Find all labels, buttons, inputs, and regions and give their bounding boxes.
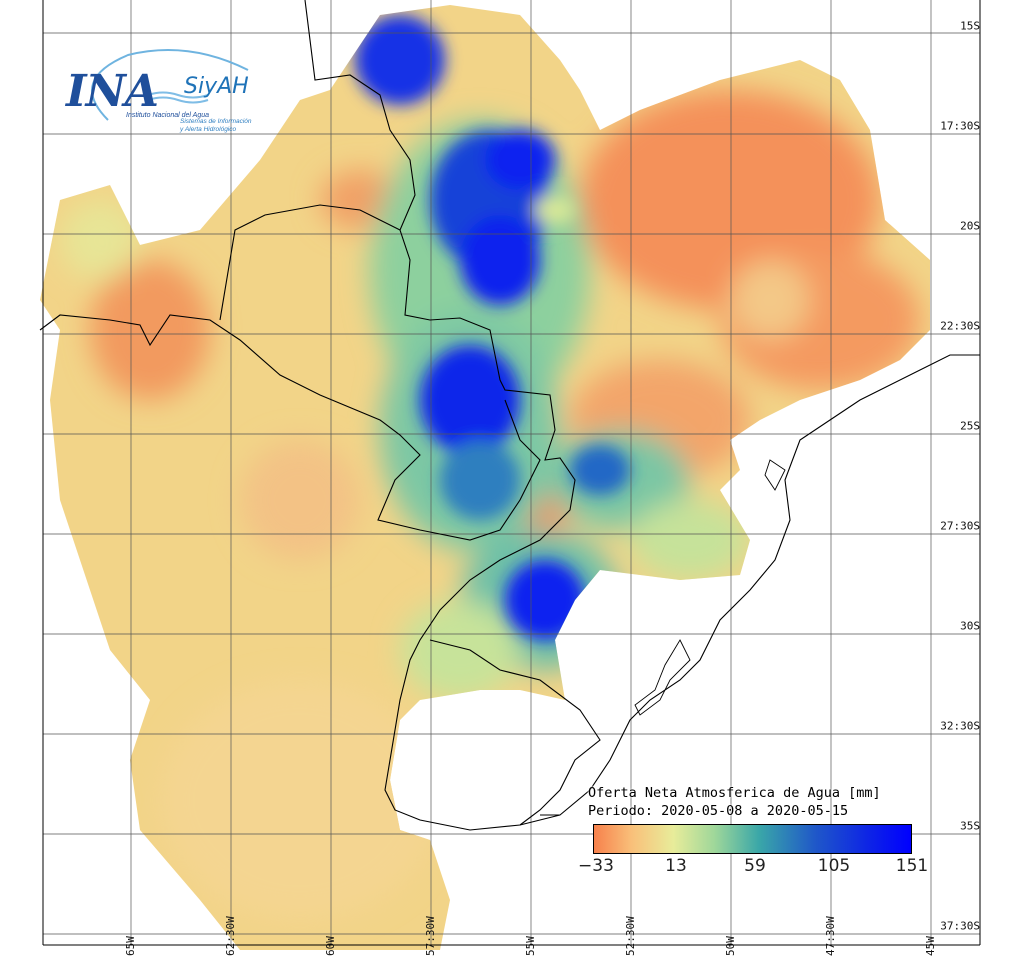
logo-institute: Instituto Nacional del Agua [126, 112, 210, 119]
lon-label: 55W [524, 936, 537, 956]
lat-label: 35S [960, 819, 980, 833]
logo-ina-text: INA [66, 66, 159, 117]
lat-label: 20S [960, 219, 980, 233]
lon-label: 62:30W [224, 916, 237, 956]
logo-swoosh [91, 49, 249, 121]
legend-title-block: Oferta Neta Atmosferica de Agua [mm] Per… [588, 784, 928, 820]
grid-lines [43, 0, 980, 945]
lat-label: 32:30S [940, 719, 980, 733]
logo-siyah-text: SiyAH [184, 74, 249, 99]
lat-label: 30S [960, 619, 980, 633]
lon-label: 45W [924, 936, 937, 956]
colorbar-tick: 151 [895, 856, 929, 876]
logo-system-line1: Sistemas de Información [180, 118, 252, 125]
legend-title: Oferta Neta Atmosferica de Agua [mm] [588, 785, 881, 801]
logo: INA SiyAH Instituto Nacional del Agua Si… [48, 40, 280, 140]
coastline-details [634, 459, 786, 716]
colorbar-tick: 105 [817, 856, 851, 876]
lat-label: 17:30S [940, 119, 980, 133]
legend-period: Periodo: 2020-05-08 a 2020-05-15 [588, 803, 849, 819]
lon-label: 50W [724, 936, 737, 956]
colorbar [593, 824, 912, 854]
colorbar-tick: 59 [744, 856, 766, 876]
logo-system: Sistemas de Información y Alerta Hidroló… [180, 118, 252, 134]
political-borders [39, 0, 980, 831]
lat-label: 22:30S [940, 319, 980, 333]
axis-ticks [42, 0, 981, 946]
lat-label: 25S [960, 419, 980, 433]
colorbar-tick: 13 [665, 856, 687, 876]
lat-label: 27:30S [940, 519, 980, 533]
lon-label: 52:30W [624, 916, 637, 956]
lat-label: 37:30S [940, 919, 980, 933]
logo-system-line2: y Alerta Hidrológico [180, 126, 237, 133]
lat-label: 15S [960, 19, 980, 33]
lon-label: 65W [124, 936, 137, 956]
lon-label: 57:30W [424, 916, 437, 956]
lon-label: 60W [324, 936, 337, 956]
colorbar-tick: −33 [578, 856, 614, 876]
lon-label: 47:30W [824, 916, 837, 956]
